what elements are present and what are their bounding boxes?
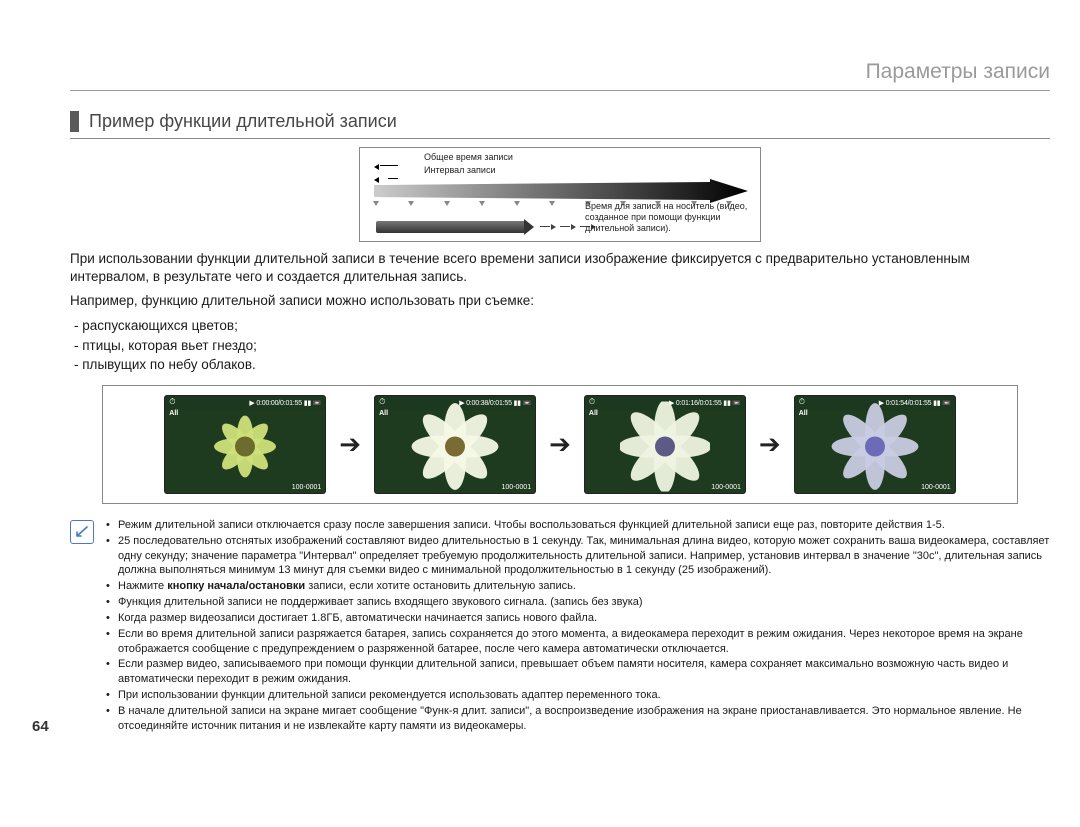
note-list: Режим длительной записи отключается сраз…: [106, 518, 1050, 735]
page-number: 64: [32, 718, 49, 735]
note-icon: [70, 520, 94, 544]
note-item: 25 последовательно отснятых изображений …: [106, 534, 1050, 579]
all-label: All: [799, 410, 808, 417]
example-item: птицы, которая вьет гнездо;: [74, 336, 1050, 356]
example-item: распускающихся цветов;: [74, 316, 1050, 336]
flower-graphic: [830, 402, 920, 493]
note-item: Режим длительной записи отключается сраз…: [106, 518, 1050, 533]
chevron-icon: ➔: [335, 431, 365, 457]
thumbs-box: ⏱All▶ 0:00:00/0:01:55 ▮▮ 📼100-0001 ➔ ⏱All▶…: [102, 385, 1018, 504]
example-list: распускающихся цветов;птицы, которая вье…: [70, 316, 1050, 375]
thumbnail: ⏱All▶ 0:01:16/0:01:55 ▮▮ 📼100-0001: [585, 396, 745, 493]
legend-result: Время для записи на носитель (видео, соз…: [585, 201, 750, 235]
note-item: Если размер видео, записываемого при пом…: [106, 657, 1050, 687]
all-label: All: [169, 410, 178, 417]
chevron-icon: ➔: [755, 431, 785, 457]
result-bar: [376, 221, 526, 233]
note-item: В начале длительной записи на экране миг…: [106, 704, 1050, 734]
flower-graphic: [200, 402, 290, 493]
all-label: All: [379, 410, 388, 417]
chevron-icon: ➔: [545, 431, 575, 457]
note-item: Когда размер видеозаписи достигает 1.8ГБ…: [106, 611, 1050, 626]
thumbnail: ⏱All▶ 0:00:38/0:01:55 ▮▮ 📼100-0001: [375, 396, 535, 493]
all-label: All: [589, 410, 598, 417]
thumbnail: ⏱All▶ 0:01:54/0:01:55 ▮▮ 📼100-0001: [795, 396, 955, 493]
note-item: При использовании функции длительной зап…: [106, 688, 1050, 703]
file-number: 100-0001: [292, 484, 322, 491]
chapter-title: Параметры записи: [70, 60, 1050, 91]
flower-graphic: [410, 402, 500, 493]
section-rule: [70, 138, 1050, 139]
file-number: 100-0001: [502, 484, 532, 491]
note-block: Режим длительной записи отключается сраз…: [70, 518, 1050, 735]
note-item: Функция длительной записи не поддерживае…: [106, 595, 1050, 610]
file-number: 100-0001: [711, 484, 741, 491]
section-heading: Пример функции длительной записи: [70, 111, 1050, 132]
legend-interval: Интервал записи: [424, 165, 495, 175]
legend-total: Общее время записи: [424, 152, 513, 162]
file-number: 100-0001: [921, 484, 951, 491]
note-item: Нажмите кнопку начала/остановки записи, …: [106, 579, 1050, 594]
explainer-intro: Например, функцию длительной записи можн…: [70, 292, 1050, 310]
explainer-para: При использовании функции длительной зап…: [70, 250, 1050, 286]
flower-graphic: [620, 402, 710, 493]
example-item: плывущих по небу облаков.: [74, 355, 1050, 375]
note-item: Если во время длительной записи разряжае…: [106, 627, 1050, 657]
timelapse-diagram: Общее время записи Интервал записи: [70, 147, 1050, 242]
thumbnail: ⏱All▶ 0:00:00/0:01:55 ▮▮ 📼100-0001: [165, 396, 325, 493]
